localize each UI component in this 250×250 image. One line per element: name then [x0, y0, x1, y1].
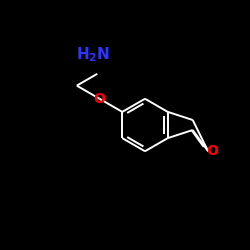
- Text: $\mathregular{H_2N}$: $\mathregular{H_2N}$: [76, 45, 110, 64]
- Text: O: O: [207, 144, 218, 158]
- Text: O: O: [94, 92, 106, 106]
